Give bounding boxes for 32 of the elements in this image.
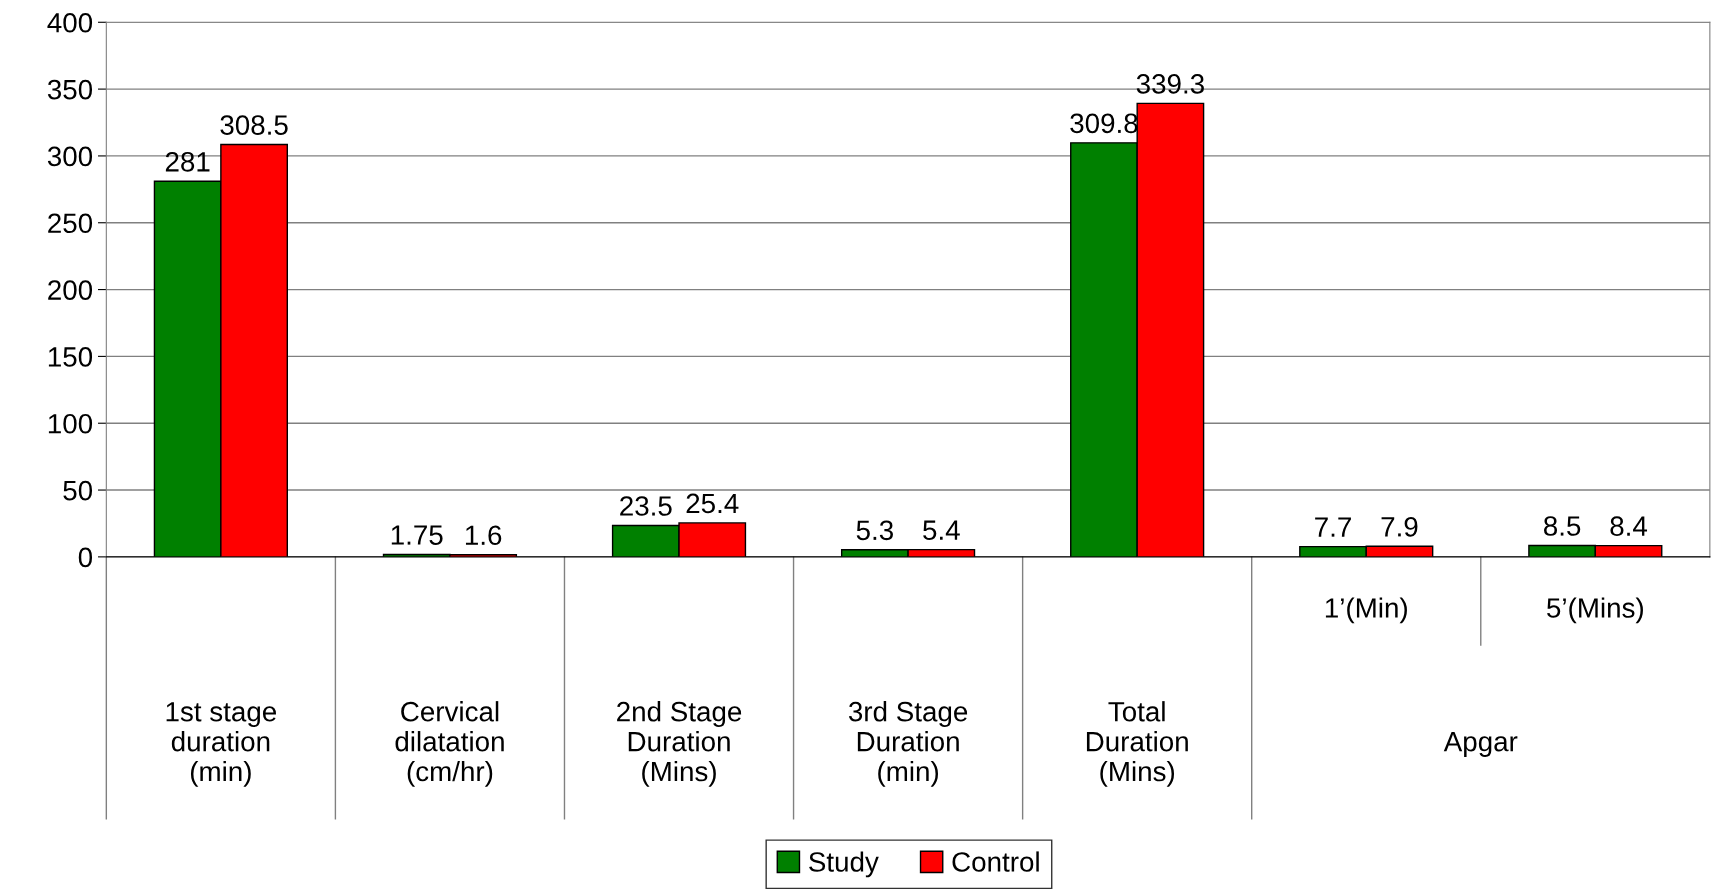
x-tick-label: Cervical dilatation (cm/hr) (395, 701, 504, 787)
data-label: 7.9 (1381, 516, 1418, 537)
data-label: 1.75 (391, 525, 443, 545)
y-tick-label: 0 (78, 547, 93, 568)
y-tick-label: 250 (48, 213, 93, 234)
x-tick-label: 2nd Stage Duration (Mins) (617, 701, 742, 787)
data-label: 281 (165, 151, 210, 172)
data-label: 23.5 (620, 496, 672, 516)
x-tick-label: 1’(Min) (1325, 597, 1407, 624)
data-label: 1.6 (465, 525, 502, 546)
legend-label: Study (809, 851, 879, 878)
y-tick-label: 100 (48, 413, 93, 434)
data-label: 8.4 (1610, 516, 1648, 536)
data-label: 8.5 (1544, 516, 1581, 536)
x-tick-label: Total Duration (Mins) (1086, 701, 1188, 787)
y-tick-label: 150 (48, 347, 93, 367)
data-label: 308.5 (220, 115, 288, 135)
y-tick-label: 50 (63, 480, 93, 501)
data-label: 7.7 (1315, 517, 1351, 537)
y-tick-label: 350 (47, 79, 93, 100)
y-tick-label: 200 (48, 280, 93, 300)
data-label: 5.4 (923, 520, 960, 540)
x-tick-label: 5’(Mins) (1547, 597, 1643, 624)
x-tick-label: 3rd Stage Duration (min) (848, 701, 968, 787)
data-label: 339.3 (1136, 74, 1204, 94)
text: Apgar (1443, 732, 1518, 757)
legend-label: Control (952, 851, 1039, 872)
y-tick-label: 300 (47, 146, 93, 167)
x-tick-label: 1st stage duration (min) (166, 702, 276, 787)
data-label: 25.4 (686, 493, 739, 514)
y-tick-label: 400 (47, 12, 93, 33)
data-label: 5.3 (856, 520, 893, 541)
